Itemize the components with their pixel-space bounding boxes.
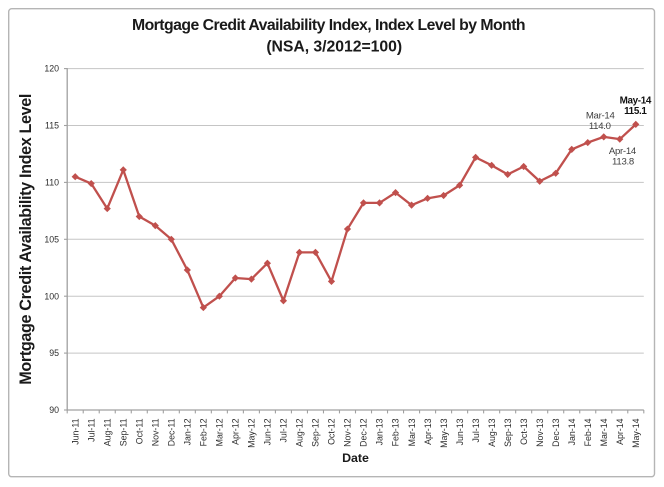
svg-text:Jun-13: Jun-13 bbox=[455, 418, 465, 445]
svg-text:Feb-12: Feb-12 bbox=[199, 418, 209, 446]
svg-text:May-13: May-13 bbox=[439, 418, 449, 447]
svg-text:113.8: 113.8 bbox=[612, 157, 634, 168]
svg-text:Jul-12: Jul-12 bbox=[279, 418, 289, 442]
svg-text:Jun-12: Jun-12 bbox=[263, 418, 273, 445]
svg-text:Jun-11: Jun-11 bbox=[70, 418, 80, 444]
svg-text:115.1: 115.1 bbox=[624, 106, 647, 117]
svg-text:Oct-13: Oct-13 bbox=[519, 418, 529, 445]
svg-text:Dec-13: Dec-13 bbox=[551, 418, 561, 446]
svg-text:Feb-13: Feb-13 bbox=[391, 418, 401, 446]
svg-text:Aug-12: Aug-12 bbox=[295, 418, 305, 446]
svg-text:Apr-14: Apr-14 bbox=[609, 146, 637, 157]
svg-text:Dec-11: Dec-11 bbox=[167, 418, 177, 446]
svg-text:Dec-12: Dec-12 bbox=[359, 418, 369, 446]
svg-text:110: 110 bbox=[45, 178, 59, 188]
svg-text:Sep-11: Sep-11 bbox=[118, 418, 128, 446]
svg-text:(NSA, 3/2012=100): (NSA, 3/2012=100) bbox=[266, 39, 402, 56]
svg-text:Mar-14: Mar-14 bbox=[599, 418, 609, 446]
svg-text:Oct-12: Oct-12 bbox=[327, 418, 337, 445]
svg-text:Nov-13: Nov-13 bbox=[535, 418, 545, 446]
svg-text:100: 100 bbox=[44, 291, 59, 301]
svg-text:Mortgage Credit Availability I: Mortgage Credit Availability Index, Inde… bbox=[132, 17, 525, 34]
svg-text:Date: Date bbox=[342, 451, 369, 465]
svg-text:Apr-14: Apr-14 bbox=[615, 418, 625, 445]
svg-text:120: 120 bbox=[44, 64, 59, 74]
svg-text:95: 95 bbox=[49, 348, 59, 358]
svg-text:Jan-14: Jan-14 bbox=[567, 418, 577, 445]
svg-text:May-14: May-14 bbox=[620, 95, 652, 106]
svg-text:Feb-14: Feb-14 bbox=[583, 418, 593, 446]
svg-text:Aug-13: Aug-13 bbox=[487, 418, 497, 446]
svg-text:Sep-13: Sep-13 bbox=[503, 418, 513, 446]
svg-text:Jan-13: Jan-13 bbox=[375, 418, 385, 445]
svg-text:May-12: May-12 bbox=[247, 418, 257, 447]
svg-text:Mortgage Credit Availability I: Mortgage Credit Availability Index Level bbox=[17, 94, 35, 385]
svg-text:Nov-11: Nov-11 bbox=[150, 418, 160, 446]
svg-text:Aug-11: Aug-11 bbox=[102, 418, 112, 446]
svg-text:Sep-12: Sep-12 bbox=[311, 418, 321, 446]
svg-text:Mar-14: Mar-14 bbox=[586, 111, 616, 122]
svg-text:Mar-12: Mar-12 bbox=[215, 418, 225, 446]
svg-text:115: 115 bbox=[45, 121, 59, 131]
svg-text:Oct-11: Oct-11 bbox=[134, 418, 144, 444]
svg-text:Nov-12: Nov-12 bbox=[343, 418, 353, 446]
svg-text:114.0: 114.0 bbox=[589, 121, 611, 132]
svg-text:Jan-12: Jan-12 bbox=[183, 418, 193, 445]
svg-text:Apr-13: Apr-13 bbox=[423, 418, 433, 445]
svg-text:105: 105 bbox=[44, 234, 59, 244]
svg-text:May-14: May-14 bbox=[631, 418, 641, 447]
svg-text:Apr-12: Apr-12 bbox=[231, 418, 241, 445]
svg-text:Jul-13: Jul-13 bbox=[471, 418, 481, 442]
svg-text:Jul-11: Jul-11 bbox=[86, 418, 96, 441]
svg-text:90: 90 bbox=[49, 405, 59, 415]
svg-text:Mar-13: Mar-13 bbox=[407, 418, 417, 446]
